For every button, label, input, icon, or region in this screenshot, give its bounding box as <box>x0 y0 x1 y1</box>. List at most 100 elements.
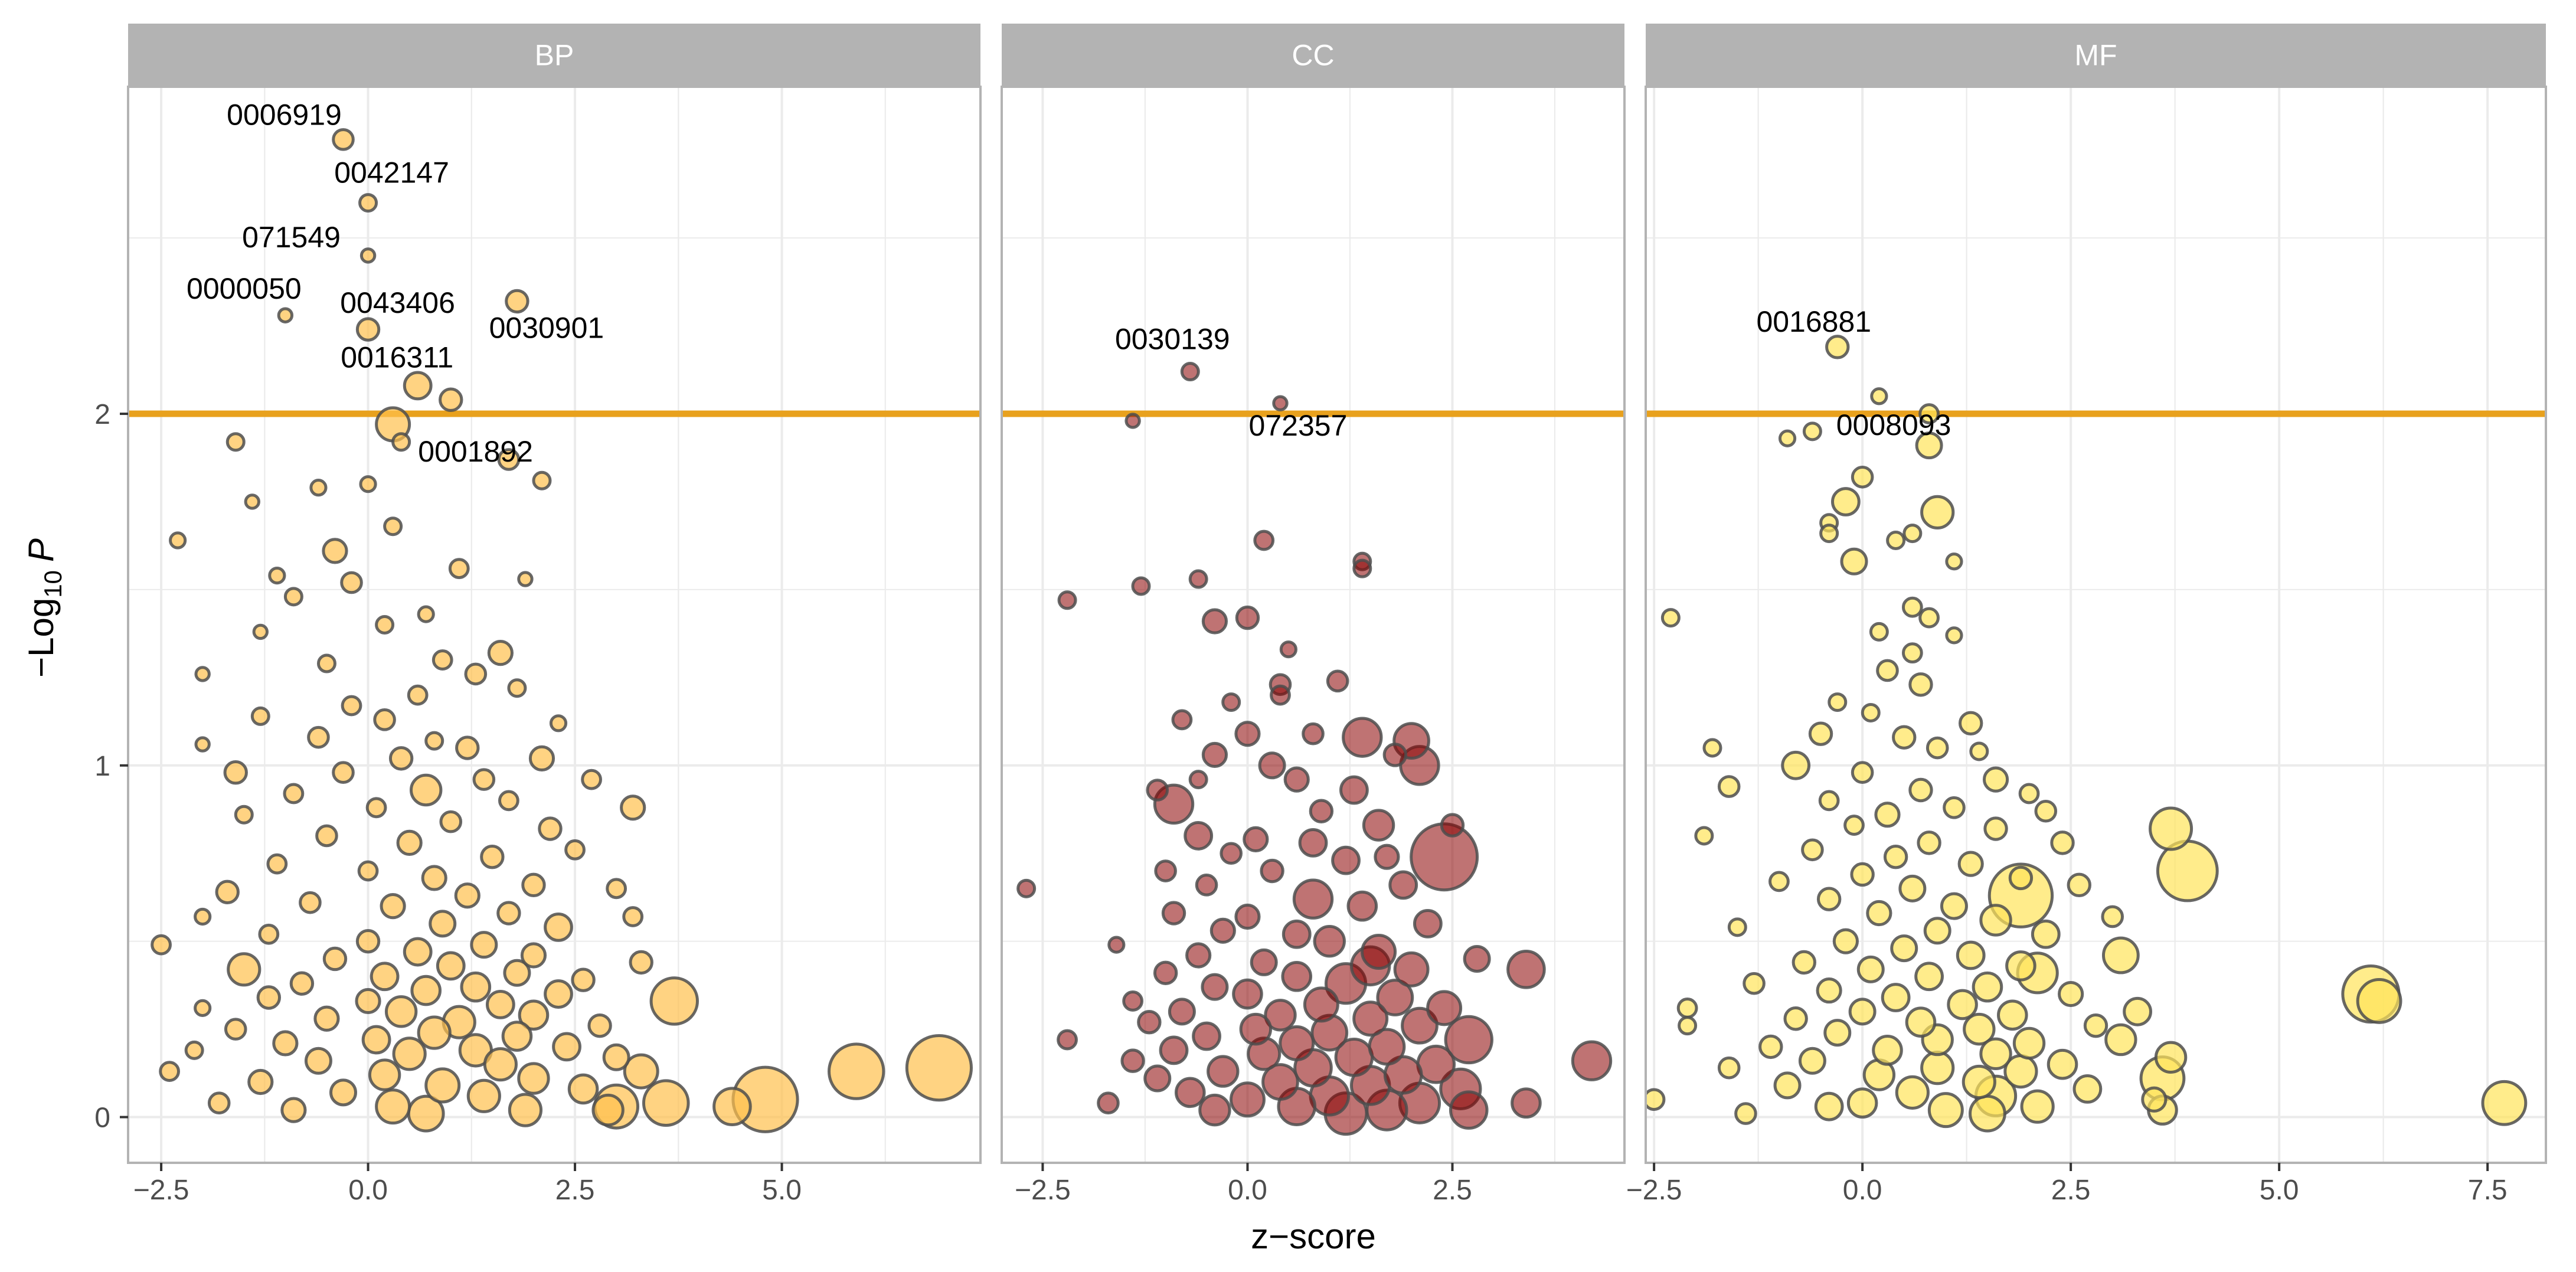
data-point <box>2101 905 2124 928</box>
data-point <box>1264 999 1297 1032</box>
data-point <box>1743 972 1766 995</box>
data-point <box>1253 529 1275 551</box>
data-point <box>2123 996 2153 1026</box>
points-mf <box>1646 335 2528 1133</box>
data-point <box>712 1087 752 1126</box>
data-point <box>1914 962 1944 992</box>
data-point <box>544 979 573 1009</box>
data-point <box>1823 1019 1852 1047</box>
data-point <box>309 479 328 497</box>
data-point <box>2154 1041 2188 1074</box>
data-point <box>1876 659 1899 682</box>
data-point <box>1362 809 1395 842</box>
data-point <box>1917 830 1941 855</box>
data-point <box>1798 1047 1826 1075</box>
data-point <box>1727 917 1747 937</box>
data-point <box>1660 608 1681 628</box>
data-point <box>1957 851 1984 877</box>
data-point <box>1866 900 1892 927</box>
data-point <box>1962 1064 1996 1100</box>
data-point <box>315 824 338 848</box>
data-point <box>1861 702 1881 722</box>
data-point <box>225 432 246 452</box>
data-point <box>454 882 480 909</box>
data-point <box>1814 1091 1844 1121</box>
data-point <box>1773 1071 1802 1100</box>
x-tick-label: −2.5 <box>1626 1175 1682 1206</box>
data-point <box>429 910 457 938</box>
data-point <box>1232 978 1263 1010</box>
data-point <box>1869 622 1889 642</box>
data-point <box>2020 1089 2055 1124</box>
data-point <box>1850 862 1875 887</box>
data-point <box>223 760 248 785</box>
point-label: 0030139 <box>1115 323 1230 356</box>
data-point <box>391 432 411 452</box>
data-point <box>1843 815 1865 836</box>
data-point <box>620 794 646 821</box>
points-bp <box>151 128 973 1133</box>
data-point <box>2008 865 2034 891</box>
data-point <box>322 538 348 564</box>
data-point <box>1207 1055 1240 1088</box>
data-point <box>1374 843 1400 870</box>
data-point <box>552 1032 581 1062</box>
data-point <box>1983 816 2008 841</box>
data-point <box>1901 642 1923 664</box>
data-point <box>439 387 463 412</box>
data-point <box>1122 990 1144 1012</box>
data-point <box>1279 640 1297 659</box>
data-point <box>1209 917 1236 944</box>
x-tick-label: 7.5 <box>2468 1175 2508 1206</box>
data-point <box>2104 1023 2137 1057</box>
data-point <box>1188 569 1208 589</box>
data-point <box>207 1091 231 1115</box>
data-point <box>252 623 269 640</box>
data-point <box>1171 709 1193 731</box>
data-point <box>256 985 282 1010</box>
data-point <box>194 999 212 1017</box>
data-point <box>194 907 212 926</box>
data-point <box>380 893 406 920</box>
data-point <box>409 773 443 807</box>
data-point <box>623 1053 659 1090</box>
data-point <box>518 999 550 1031</box>
data-point <box>1840 547 1868 575</box>
x-axis-title: z−score <box>1251 1217 1376 1256</box>
data-point <box>2141 1086 2168 1113</box>
data-point <box>567 1073 599 1105</box>
data-point <box>1802 421 1822 442</box>
data-point <box>564 839 586 861</box>
data-point <box>388 746 414 771</box>
data-point <box>587 1013 612 1038</box>
data-point <box>1717 775 1741 798</box>
data-point <box>421 865 447 891</box>
data-point <box>1717 1056 1741 1080</box>
data-point <box>375 1088 411 1125</box>
data-point <box>483 1047 518 1082</box>
data-point <box>1979 1037 2012 1071</box>
data-point <box>277 307 294 323</box>
data-point <box>2034 799 2058 823</box>
data-point <box>1958 711 1983 736</box>
data-point <box>1449 1090 1489 1130</box>
point-label: 0042147 <box>334 156 449 189</box>
data-point <box>1154 859 1177 882</box>
data-point <box>417 605 435 623</box>
data-point <box>268 566 286 585</box>
data-point <box>368 1058 401 1091</box>
data-point <box>403 371 433 401</box>
data-point <box>1153 960 1178 985</box>
data-point <box>247 1068 274 1096</box>
data-point <box>487 640 514 666</box>
data-point <box>629 950 653 975</box>
data-point <box>496 901 521 926</box>
data-point <box>1258 751 1286 780</box>
data-point <box>329 1078 358 1107</box>
data-point <box>332 128 355 151</box>
data-point <box>1918 607 1940 629</box>
data-point <box>169 531 187 550</box>
data-point <box>480 844 505 869</box>
data-point <box>396 829 423 856</box>
data-point <box>464 662 488 686</box>
